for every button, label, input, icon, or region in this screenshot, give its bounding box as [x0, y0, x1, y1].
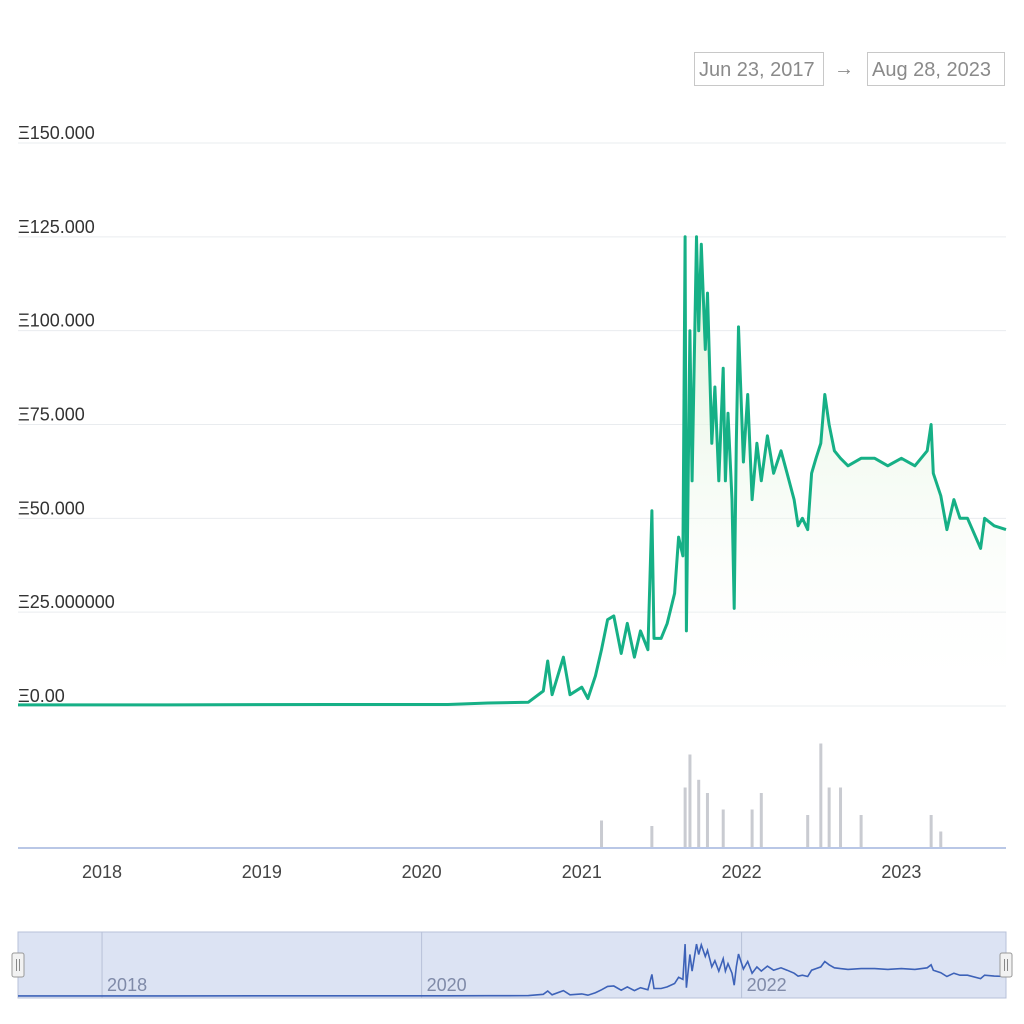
volume-bar: [806, 815, 810, 848]
volume-bar: [600, 820, 604, 848]
navigator-selection[interactable]: [17, 931, 1007, 999]
price-area: [18, 236, 1006, 707]
volume-bar: [939, 831, 943, 848]
date-range-end[interactable]: Aug 28, 2023: [867, 52, 1005, 86]
volume-bar: [759, 793, 763, 848]
volume-bar: [839, 787, 843, 848]
date-range-start[interactable]: Jun 23, 2017: [694, 52, 824, 86]
navigator-series: [18, 942, 1007, 997]
navigator-tick-label: 2018: [107, 975, 147, 995]
range-arrow-icon: →: [834, 58, 854, 80]
navigator-handle-left[interactable]: [11, 952, 25, 978]
volume-bars: [600, 743, 943, 848]
volume-bar: [683, 787, 687, 848]
x-tick-label: 2018: [82, 862, 122, 882]
y-tick-label: Ξ100.000: [18, 311, 95, 331]
y-tick-label: Ξ25.000000: [18, 592, 115, 612]
x-tick-label: 2022: [722, 862, 762, 882]
volume-bar: [827, 787, 831, 848]
x-tick-label: 2020: [402, 862, 442, 882]
x-tick-label: 2023: [881, 862, 921, 882]
y-tick-label: Ξ150.000: [18, 123, 95, 143]
volume-bar: [697, 779, 701, 848]
x-axis-labels: 2018 2019 2020 2021 2022 2023: [82, 862, 921, 882]
y-axis-labels: Ξ0.00 Ξ25.000000 Ξ50.000 Ξ75.000 Ξ100.000 Ξ12…: [18, 123, 115, 706]
navigator-tick-label: 2020: [427, 975, 467, 995]
y-tick-label: Ξ125.000: [18, 217, 95, 237]
x-tick-label: 2019: [242, 862, 282, 882]
x-tick-label: 2021: [562, 862, 602, 882]
volume-bar: [750, 809, 754, 848]
volume-bar: [705, 793, 709, 848]
volume-bar: [819, 743, 823, 848]
y-tick-label: Ξ50.000: [18, 498, 85, 518]
volume-bar: [859, 815, 863, 848]
volume-bar: [929, 815, 933, 848]
navigator-handle-right[interactable]: [999, 952, 1013, 978]
navigator-tick-label: 2022: [747, 975, 787, 995]
y-tick-label: Ξ75.000: [18, 405, 85, 425]
navigator[interactable]: 2018 2020 2022: [11, 931, 1013, 999]
volume-bar: [721, 809, 725, 848]
volume-bar: [650, 826, 654, 848]
y-tick-label: Ξ0.00: [18, 686, 65, 706]
price-line: [18, 235, 1007, 707]
volume-bar: [688, 754, 692, 848]
